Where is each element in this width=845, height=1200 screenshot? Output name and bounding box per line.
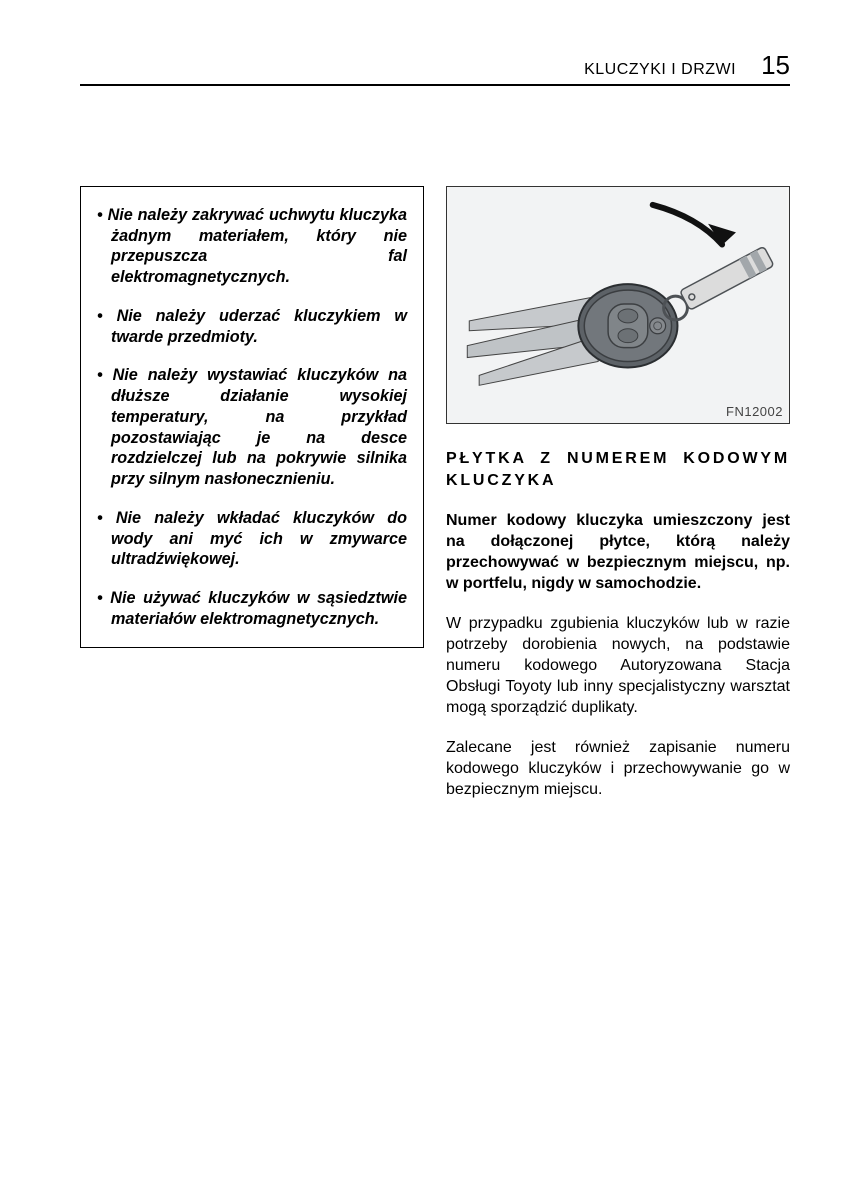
notice-item: • Nie należy wystawiać kluczyków na dłuż… [97,365,407,489]
document-page: KLUCZYKI I DRZWI 15 • Nie należy zakrywa… [0,0,845,821]
notice-item: • Nie należy zakrywać uchwytu kluczyka ż… [97,205,407,288]
page-number: 15 [761,50,790,81]
figure-box: FN12002 [446,186,790,424]
two-column-layout: • Nie należy zakrywać uchwytu kluczyka ż… [80,186,790,821]
figure-label: FN12002 [726,404,783,419]
section-title: KLUCZYKI I DRZWI [584,61,736,79]
left-column: • Nie należy zakrywać uchwytu kluczyka ż… [80,186,424,821]
key-illustration [447,187,789,423]
notice-box: • Nie należy zakrywać uchwytu kluczyka ż… [80,186,424,648]
notice-item: • Nie należy wkładać kluczyków do wody a… [97,508,407,570]
notice-item: • Nie używać kluczyków w sąsiedztwie mat… [97,588,407,629]
notice-item: • Nie należy uderzać kluczykiem w twarde… [97,306,407,347]
subsection-title: PŁYTKA Z NUMEREM KODOWYM KLUCZYKA [446,448,790,491]
body-paragraph: Zalecane jest również zapisanie numeru k… [446,738,790,800]
page-header: KLUCZYKI I DRZWI 15 [80,50,790,86]
right-column: FN12002 PŁYTKA Z NUMEREM KODOWYM KLUCZYK… [446,186,790,821]
body-paragraph: W przypadku zgubienia kluczyków lub w ra… [446,614,790,718]
lead-paragraph: Numer kodowy kluczyka umieszczony jest n… [446,511,790,594]
